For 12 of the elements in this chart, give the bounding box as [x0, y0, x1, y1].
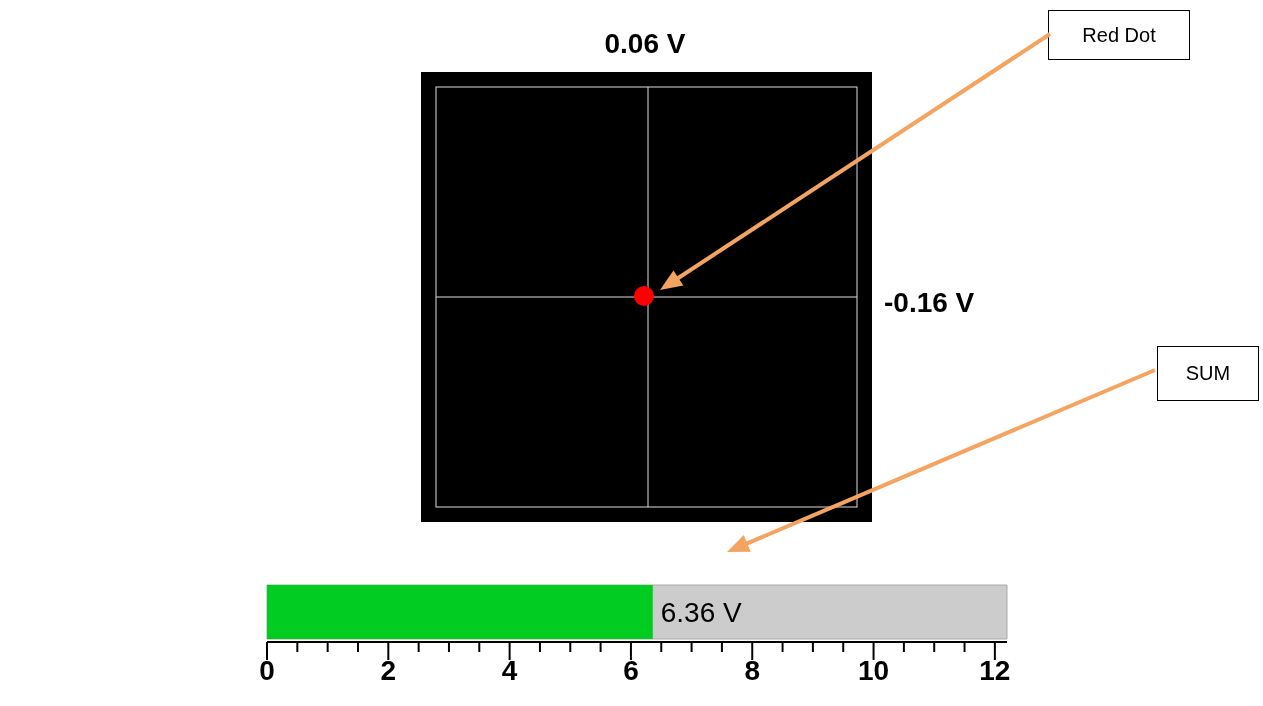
- text: Red Dot: [1048, 10, 1190, 60]
- x-tick-label: 2: [380, 655, 397, 686]
- x-tick-label: 0: [259, 655, 275, 686]
- x-tick-label: 8: [744, 655, 761, 686]
- x-tick-label: 10: [857, 655, 890, 686]
- text: 0.06 V: [603, 28, 687, 60]
- x-tick-label: 6: [623, 655, 639, 686]
- data-label: 6.36 V: [660, 597, 743, 628]
- x-tick-label: 12: [979, 655, 1011, 686]
- text: SUM: [1157, 346, 1259, 401]
- x-tick-label: 4: [501, 655, 518, 686]
- text: -0.16 V: [884, 287, 975, 319]
